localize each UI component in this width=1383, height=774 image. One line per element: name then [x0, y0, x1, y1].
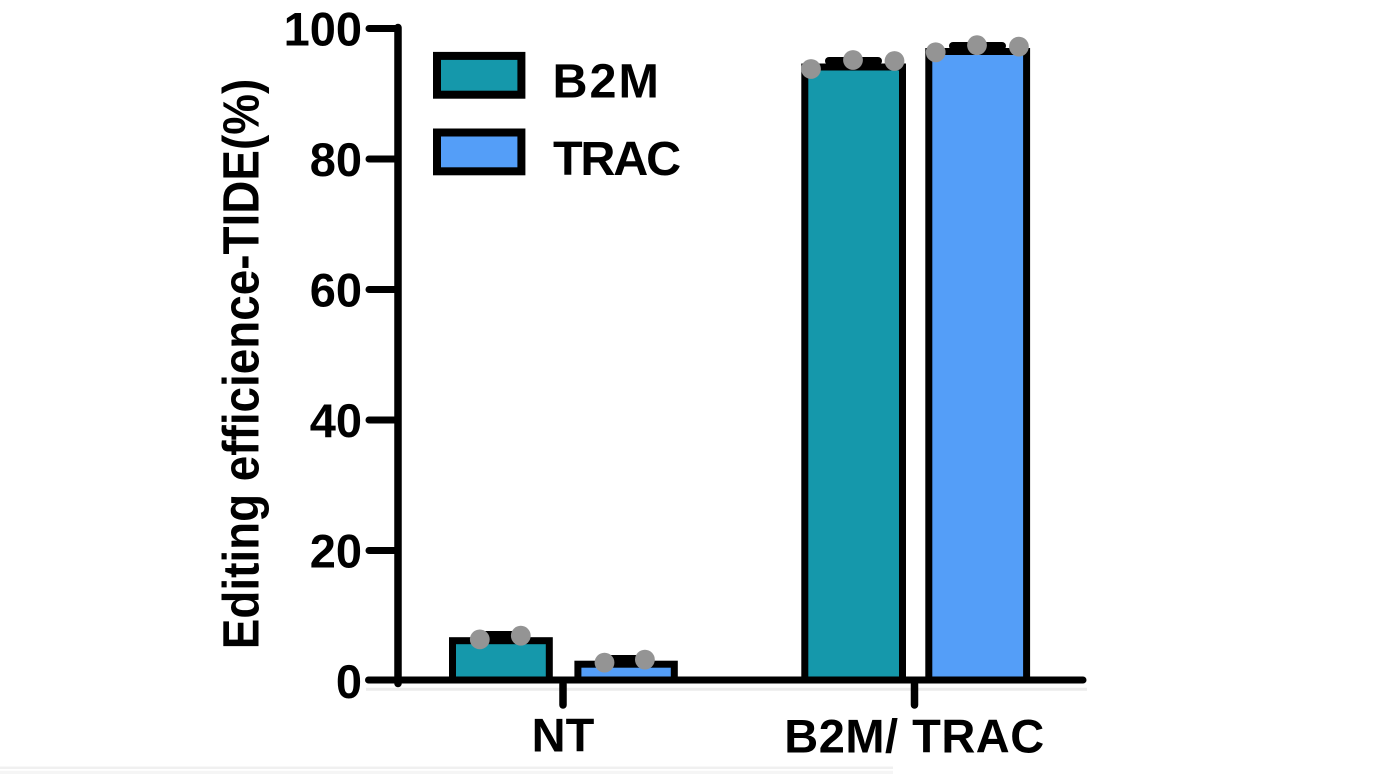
- svg-text:60: 60: [310, 264, 362, 317]
- svg-text:100: 100: [284, 3, 362, 56]
- svg-text:B2M: B2M: [553, 55, 661, 109]
- svg-text:0: 0: [336, 655, 362, 708]
- svg-text:20: 20: [310, 525, 362, 578]
- svg-text:40: 40: [310, 394, 362, 447]
- svg-text:NT: NT: [532, 709, 595, 762]
- svg-text:TRAC: TRAC: [553, 132, 680, 186]
- svg-text:80: 80: [310, 133, 362, 186]
- svg-text:B2M/ TRAC: B2M/ TRAC: [784, 710, 1044, 763]
- svg-text:Editing efficience-TIDE(%): Editing efficience-TIDE(%): [213, 79, 270, 649]
